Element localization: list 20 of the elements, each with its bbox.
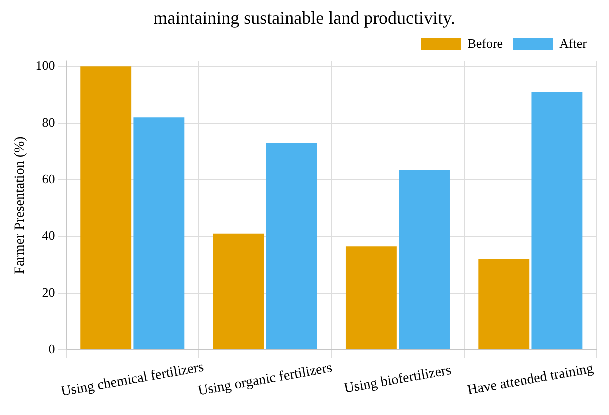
- x-tick-label: Have attended training: [466, 362, 595, 399]
- legend-label: After: [560, 36, 588, 51]
- y-tick-label: 80: [42, 114, 56, 130]
- bar: [134, 118, 185, 350]
- bar: [346, 246, 397, 350]
- y-axis-title: Farmer Presentation (%): [13, 136, 28, 274]
- y-tick-label: 40: [42, 228, 56, 244]
- legend-label: Before: [468, 36, 504, 51]
- y-tick-label: 60: [42, 171, 56, 186]
- bar: [399, 170, 450, 350]
- y-tick-label: 0: [48, 341, 56, 356]
- bar: [532, 92, 583, 350]
- text: maintaining sustainable land productivity.: [152, 8, 456, 28]
- bar: [213, 234, 264, 350]
- bar: [80, 66, 132, 350]
- y-tick-label: 100: [36, 58, 56, 74]
- y-tick-label: 20: [42, 284, 56, 300]
- bar: [478, 259, 530, 350]
- x-tick-label: Using biofertilizers: [343, 363, 453, 397]
- bar: [266, 143, 318, 350]
